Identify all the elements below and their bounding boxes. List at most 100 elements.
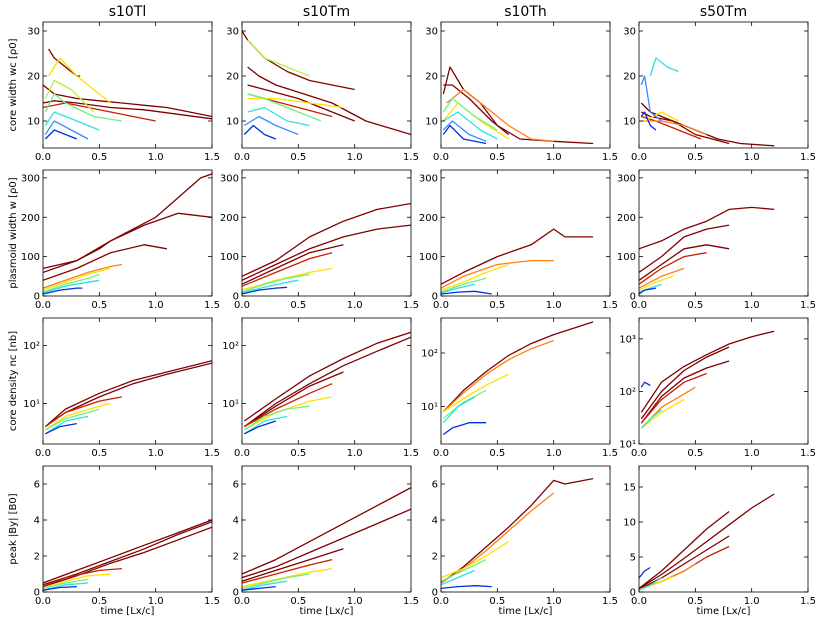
x-tick-label: 0.0 (433, 596, 449, 607)
axes-frame (638, 21, 809, 149)
axes-frame (241, 317, 412, 445)
series-line-10 (243, 124, 277, 140)
y-tick-label: 4 (432, 516, 438, 527)
series-line-5 (441, 569, 476, 586)
x-tick-label: 1.5 (800, 596, 816, 607)
panel-r4-c3: 0.0 0.5 1.0 1.5 0 2 4 6 (432, 465, 618, 607)
x-tick-label: 0.5 (91, 596, 107, 607)
series-line-5 (44, 408, 100, 431)
series-line-7 (242, 580, 288, 591)
column-title-s10Tm: s10Tm (303, 4, 350, 20)
x-tick-label: 1.0 (347, 300, 363, 311)
series-line-6 (442, 422, 487, 436)
x-tick-label: 0.0 (35, 300, 51, 311)
series-group (242, 30, 411, 140)
y-tick-label: 10² (421, 348, 438, 359)
panel-r4-c1: 0.0 0.5 1.0 1.5 0 2 4 6 (34, 465, 220, 607)
series-line-4 (44, 402, 111, 431)
x-tick-label: 1.5 (204, 448, 220, 459)
series-group (43, 48, 212, 140)
axes-frame (241, 169, 412, 297)
series-line-8 (639, 287, 657, 295)
series-line-5 (247, 97, 344, 109)
panel-r1-c4: 0.0 0.5 1.0 1.5 10 20 30 (623, 21, 816, 163)
y-tick-label: 10¹ (619, 440, 636, 451)
y-tick-label: 10² (23, 341, 40, 352)
series-line-3 (446, 88, 554, 142)
series-group (242, 202, 411, 295)
series-line-6 (242, 573, 310, 590)
y-tick-label: 10 (27, 117, 40, 128)
xlabel-s10Th: time [Lx/c] (499, 606, 553, 617)
x-tick-label: 1.0 (744, 448, 760, 459)
series-line-6 (44, 415, 89, 435)
y-tick-label: 100 (220, 252, 239, 263)
x-tick-label: 1.0 (148, 300, 164, 311)
y-tick-label: 30 (425, 27, 438, 38)
x-tick-label: 0.0 (234, 596, 250, 607)
series-line-3 (639, 244, 730, 281)
series-line-3 (44, 396, 123, 428)
y-tick-label: 300 (220, 173, 239, 184)
x-tick-label: 0.5 (489, 448, 505, 459)
row-ylabel-1: core width wc [ρ0] (8, 38, 19, 131)
axes-frame (440, 21, 611, 149)
x-tick-label: 1.0 (744, 596, 760, 607)
series-line-7 (640, 75, 662, 122)
series-line-1 (242, 487, 411, 575)
y-tick-label: 300 (21, 173, 40, 184)
row-ylabel-4: peak |By| [B0] (8, 493, 19, 564)
y-tick-label: 0 (432, 588, 438, 599)
y-tick-label: 20 (425, 72, 438, 83)
x-tick-label: 0.0 (433, 448, 449, 459)
series-group (640, 57, 775, 147)
series-line-6 (441, 290, 492, 295)
x-tick-label: 0.5 (290, 448, 306, 459)
series-group (442, 321, 594, 436)
x-tick-label: 1.5 (204, 152, 220, 163)
series-group (44, 360, 212, 435)
x-tick-label: 0.0 (631, 152, 647, 163)
x-tick-label: 1.0 (546, 596, 562, 607)
y-tick-label: 100 (419, 252, 438, 263)
y-tick-label: 2 (34, 552, 40, 563)
x-tick-label: 0.0 (234, 448, 250, 459)
series-group (639, 493, 775, 591)
series-group (441, 477, 594, 590)
axes-frame (440, 465, 611, 593)
series-line-5 (242, 567, 333, 588)
y-tick-label: 6 (233, 480, 239, 491)
series-line-5 (242, 267, 333, 291)
y-tick-label: 2 (432, 552, 438, 563)
y-tick-label: 200 (220, 213, 239, 224)
x-tick-label: 1.0 (546, 152, 562, 163)
axes-frame (42, 317, 213, 445)
y-tick-label: 4 (233, 516, 239, 527)
series-line-2 (639, 224, 730, 273)
series-line-6 (640, 399, 685, 429)
y-tick-label: 200 (419, 213, 438, 224)
series-line-2 (43, 212, 212, 274)
series-line-7 (45, 422, 77, 435)
series-line-9 (44, 120, 89, 140)
series-line-8 (44, 111, 100, 131)
series-line-1 (43, 84, 212, 118)
column-title-s50Tm: s50Tm (700, 4, 747, 20)
y-tick-label: 2 (233, 552, 239, 563)
series-line-2 (640, 346, 730, 420)
series-line-6 (43, 273, 100, 293)
series-line-5 (43, 573, 111, 590)
y-tick-label: 10¹ (421, 402, 438, 413)
series-line-1 (242, 30, 355, 91)
x-tick-label: 1.5 (204, 596, 220, 607)
panel-r4-c2: 0.0 0.5 1.0 1.5 0 2 4 6 (233, 465, 419, 607)
y-tick-label: 6 (432, 480, 438, 491)
x-tick-label: 1.0 (744, 300, 760, 311)
y-tick-label: 0 (233, 588, 239, 599)
series-line-4 (441, 559, 487, 582)
series-line-4 (640, 372, 707, 424)
y-tick-label: 10² (619, 387, 636, 398)
series-line-4 (43, 263, 123, 289)
series-line-7 (44, 93, 123, 122)
